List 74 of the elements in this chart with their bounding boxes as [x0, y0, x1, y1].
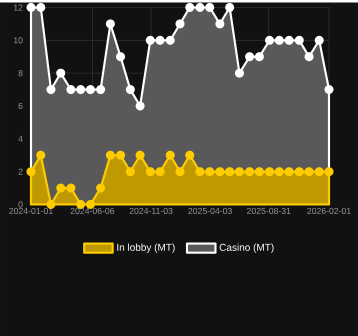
- point: [146, 36, 155, 45]
- point: [245, 52, 254, 62]
- point: [166, 150, 175, 160]
- point: [175, 19, 185, 28]
- x-tick-label: 2025-08-31: [247, 208, 290, 214]
- point: [254, 166, 264, 176]
- point: [96, 183, 106, 192]
- y-tick-label: 6: [18, 102, 23, 109]
- point: [56, 183, 66, 192]
- point: [284, 166, 294, 176]
- point: [274, 166, 284, 176]
- point: [185, 150, 194, 160]
- point: [225, 2, 234, 12]
- y-tick-label: 0: [18, 201, 23, 208]
- point: [66, 84, 76, 94]
- point: [205, 166, 214, 176]
- point: [205, 2, 214, 12]
- point: [106, 19, 115, 28]
- x-tick-label: 2026-02-01: [307, 208, 351, 214]
- point: [284, 36, 294, 45]
- point: [166, 36, 175, 45]
- point: [304, 52, 314, 62]
- x-tick-label: 2024-11-03: [130, 208, 173, 214]
- point: [225, 166, 234, 176]
- point: [156, 166, 165, 176]
- y-tick-label: 8: [18, 70, 23, 76]
- point: [46, 84, 56, 94]
- point: [175, 166, 185, 176]
- point: [304, 166, 314, 176]
- y-tick-label: 4: [18, 136, 23, 142]
- point: [265, 166, 274, 176]
- point: [136, 101, 145, 110]
- point: [76, 84, 86, 94]
- x-tick-label: 2025-04-03: [188, 208, 232, 214]
- point: [126, 166, 135, 176]
- point: [26, 166, 36, 176]
- point: [294, 36, 304, 45]
- point: [215, 166, 224, 176]
- point: [36, 2, 46, 12]
- point: [66, 183, 76, 192]
- x-tick-label: 2024-06-06: [70, 208, 114, 214]
- point: [116, 150, 126, 160]
- point: [234, 68, 244, 78]
- point: [314, 36, 324, 45]
- point: [185, 2, 194, 12]
- point: [195, 166, 204, 176]
- legend-label: Casino (MT): [220, 243, 274, 253]
- point: [156, 36, 165, 45]
- point: [116, 52, 126, 62]
- y-tick-label: 10: [14, 37, 23, 44]
- point: [294, 166, 304, 176]
- point: [195, 2, 204, 12]
- point: [36, 150, 46, 160]
- point: [136, 150, 145, 160]
- point: [234, 166, 244, 176]
- point: [96, 84, 106, 94]
- point: [126, 84, 135, 94]
- legend-label: In lobby (MT): [117, 243, 175, 253]
- point: [324, 166, 334, 176]
- y-tick-label: 12: [14, 4, 23, 10]
- point: [245, 166, 254, 176]
- point: [106, 150, 115, 160]
- point: [265, 36, 274, 45]
- point: [274, 36, 284, 45]
- point: [314, 166, 324, 176]
- point: [86, 84, 95, 94]
- point: [324, 84, 334, 94]
- point: [146, 166, 155, 176]
- point: [215, 19, 224, 28]
- x-tick-label: 2024-01-01: [9, 208, 53, 214]
- point: [254, 52, 264, 62]
- y-tick-label: 2: [18, 168, 23, 174]
- point: [26, 2, 36, 12]
- point: [56, 68, 66, 78]
